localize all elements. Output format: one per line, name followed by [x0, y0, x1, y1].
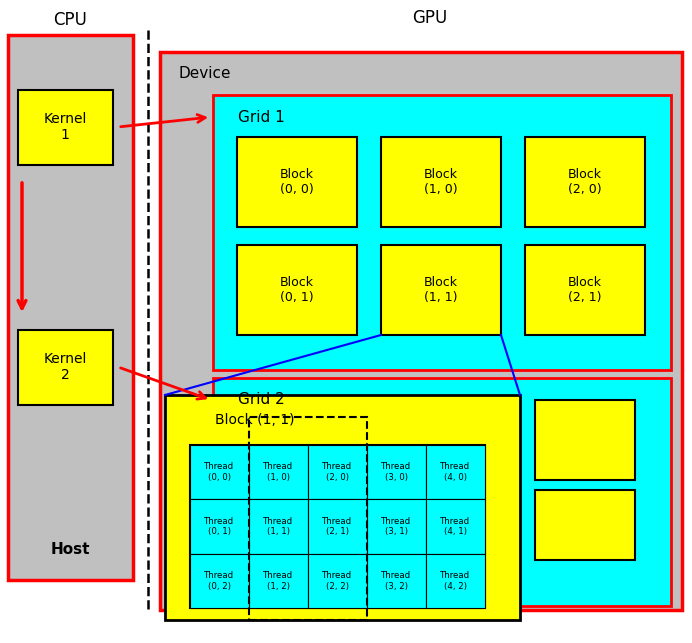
Text: Thread
(3, 1): Thread (3, 1) — [381, 517, 412, 536]
Text: Grid 2: Grid 2 — [237, 392, 284, 408]
Bar — [367, 445, 426, 500]
Bar — [237, 245, 357, 335]
Text: Thread
(2, 1): Thread (2, 1) — [322, 517, 352, 536]
Text: Kernel
1: Kernel 1 — [44, 112, 86, 142]
Text: Thread
(1, 1): Thread (1, 1) — [264, 517, 293, 536]
Bar — [190, 500, 249, 554]
Bar — [367, 554, 426, 608]
Bar — [426, 554, 485, 608]
Bar — [308, 445, 367, 500]
Text: Thread
(4, 2): Thread (4, 2) — [440, 571, 471, 590]
Bar — [190, 445, 249, 500]
Text: GPU: GPU — [412, 9, 448, 27]
Text: Host: Host — [51, 543, 90, 557]
Text: Thread
(2, 0): Thread (2, 0) — [322, 462, 352, 482]
Bar — [308, 500, 367, 554]
Bar — [213, 95, 671, 370]
Text: Block
(2, 1): Block (2, 1) — [568, 276, 602, 304]
Bar — [525, 137, 645, 227]
Text: Thread
(2, 2): Thread (2, 2) — [322, 571, 352, 590]
Bar — [308, 554, 367, 608]
Text: Thread
(4, 0): Thread (4, 0) — [440, 462, 471, 482]
Text: Thread
(1, 0): Thread (1, 0) — [264, 462, 293, 482]
Text: Kernel
2: Kernel 2 — [44, 352, 86, 382]
Bar — [426, 500, 485, 554]
Text: Thread
(1, 2): Thread (1, 2) — [264, 571, 293, 590]
Bar — [165, 395, 520, 620]
Bar — [213, 378, 671, 606]
Bar — [367, 500, 426, 554]
Text: Thread
(0, 1): Thread (0, 1) — [204, 517, 235, 536]
Bar — [18, 330, 113, 405]
Bar — [535, 400, 635, 480]
Text: Block
(1, 1): Block (1, 1) — [424, 276, 458, 304]
Text: Thread
(3, 0): Thread (3, 0) — [381, 462, 412, 482]
Bar — [8, 35, 133, 580]
Text: Thread
(0, 0): Thread (0, 0) — [204, 462, 235, 482]
Text: Block
(0, 0): Block (0, 0) — [280, 168, 314, 196]
Bar — [381, 245, 501, 335]
Text: Grid 1: Grid 1 — [237, 109, 284, 125]
Text: Block
(0, 1): Block (0, 1) — [280, 276, 314, 304]
Bar — [18, 90, 113, 165]
Bar — [249, 445, 308, 500]
Bar — [249, 417, 367, 620]
Text: Thread
(4, 1): Thread (4, 1) — [440, 517, 471, 536]
Bar — [237, 137, 357, 227]
Text: CPU: CPU — [53, 11, 87, 29]
Text: Thread
(3, 2): Thread (3, 2) — [381, 571, 412, 590]
Bar — [190, 554, 249, 608]
Bar — [525, 245, 645, 335]
Bar — [381, 137, 501, 227]
Bar — [160, 52, 682, 610]
Text: Block
(1, 0): Block (1, 0) — [424, 168, 458, 196]
Bar — [190, 445, 485, 608]
Bar — [249, 554, 308, 608]
Bar — [249, 500, 308, 554]
Bar — [535, 490, 635, 560]
Text: Block
(2, 0): Block (2, 0) — [568, 168, 602, 196]
Text: Block (1, 1): Block (1, 1) — [215, 413, 295, 427]
Bar — [426, 445, 485, 500]
Text: Thread
(0, 2): Thread (0, 2) — [204, 571, 235, 590]
Text: Device: Device — [179, 66, 231, 82]
